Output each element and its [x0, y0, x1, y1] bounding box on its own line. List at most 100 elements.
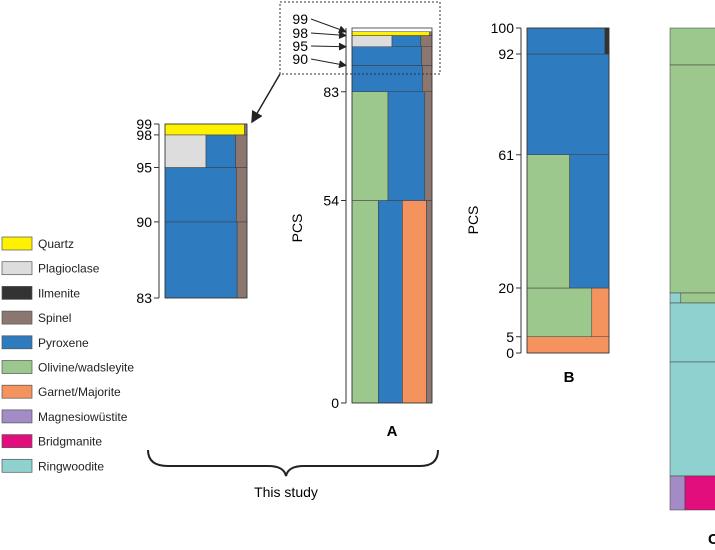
layer-2-olivine-wadsleyite-segment	[526, 154, 570, 289]
legend: Quartz Plagioclase Ilmenite Spinel Pyroxene O…	[1, 236, 134, 473]
tick-label: 92	[498, 46, 514, 62]
legend-swatch-magnesiow-stite	[1, 409, 33, 424]
c-layer-3-ringwoodite-segment	[669, 302, 715, 363]
layer-4-pyroxene-segment	[391, 35, 422, 47]
panel-b-axis-ticks: 05 20 61 92 100	[491, 20, 522, 361]
layer-0-pyroxene-segment	[164, 221, 238, 299]
layer-2-pyroxene-segment	[351, 65, 423, 92]
legend-swatch-ilmenite	[1, 286, 33, 300]
legend-swatch-spinel	[1, 310, 33, 325]
layer-4-pyroxene-segment	[526, 27, 606, 55]
tick-label: 99	[136, 116, 152, 132]
column-frame	[526, 27, 610, 354]
zoom-pointer-arrow	[310, 31, 347, 39]
legend-label-ringwoodite: Ringwoodite	[38, 459, 104, 473]
tick-label: 61	[498, 147, 514, 163]
layer-3-pyroxene-segment	[526, 53, 610, 155]
layer-1-spinel-segment	[424, 91, 433, 201]
legend-label-olivine-wadsleyite: Olivine/wadsleyite	[38, 361, 134, 375]
tick-label: 83	[136, 290, 152, 306]
legend-swatch-garnet-majorite	[1, 384, 33, 399]
panel-c-column	[669, 27, 715, 511]
legend-swatch-plagioclase	[1, 261, 33, 276]
legend-swatch-olivine-wadsleyite	[1, 360, 33, 374]
legend-label-magnesiow-stite: Magnesiowüstite	[38, 410, 128, 424]
c-layer-2-olivine-wadsleyite-segment	[680, 292, 715, 304]
layer-0-olivine-wadsleyite-segment	[351, 200, 379, 404]
legend-label-bridgmanite: Bridgmanite	[38, 435, 102, 449]
layer-1-pyroxene-segment	[387, 91, 426, 201]
zoom-box	[279, 1, 441, 75]
zoom-pointer-arrow	[310, 42, 347, 51]
panel-c-label: C	[708, 531, 715, 548]
c-layer-2-ringwoodite-segment	[669, 292, 682, 304]
legend-swatch-quartz	[1, 236, 33, 251]
layer-0-spinel-segment	[426, 200, 433, 404]
layer-2-pyroxene-segment	[205, 134, 236, 168]
panel-b-y-label: PCS	[465, 206, 481, 235]
panel-a-axis-ticks: 0 54 83	[323, 28, 347, 411]
legend-label-garnet-majorite: Garnet/Majorite	[38, 385, 121, 399]
legend-label-plagioclase: Plagioclase	[38, 262, 100, 276]
layer-4-ilmenite-segment	[604, 27, 610, 55]
layer-2-plagioclase-segment	[164, 134, 207, 168]
tick-label: 98	[136, 127, 152, 143]
panel-a-label: A	[387, 423, 398, 440]
column-frame	[164, 123, 248, 299]
zoom-pointer-arrow	[310, 58, 347, 69]
zoom-pointer-arrow	[310, 18, 347, 34]
legend-label-quartz: Quartz	[38, 237, 74, 251]
layer-1-pyroxene-segment	[164, 167, 237, 223]
layer-3-quartz-segment	[164, 123, 245, 136]
column-frame	[351, 27, 433, 404]
legend-label-ilmenite: Ilmenite	[38, 286, 80, 300]
tick-label: 100	[491, 20, 515, 36]
c-layer-4-ringwoodite-segment	[669, 361, 715, 477]
legend-swatch-pyroxene	[1, 335, 33, 350]
c-layer-5-bridgmanite-segment	[684, 475, 715, 511]
layer-0-spinel-segment	[236, 221, 248, 299]
this-study-label: This study	[254, 484, 318, 500]
zoom-label: 99	[292, 11, 308, 27]
layer-3-spinel-segment	[421, 46, 433, 66]
tick-label: 20	[498, 280, 514, 296]
layer-3-pyroxene-segment	[351, 46, 422, 66]
zoom-label: 90	[292, 51, 308, 67]
tick-label: 0	[331, 395, 339, 411]
tick-label: 90	[136, 214, 152, 230]
c-layer-0-olivine-wadsleyite-segment	[669, 27, 715, 66]
layer-4-plagioclase-segment	[351, 35, 393, 47]
legend-label-spinel: Spinel	[38, 311, 71, 325]
inset-column	[164, 123, 248, 299]
panel-b-label: B	[564, 369, 575, 386]
panel-b-column	[526, 27, 610, 354]
legend-swatch-bridgmanite	[1, 434, 33, 448]
tick-label: 0	[506, 345, 514, 361]
tick-label: 95	[136, 160, 152, 176]
layer-2-pyroxene-segment	[569, 154, 610, 289]
zoom-arrow	[251, 73, 281, 124]
layer-0-pyroxene-segment	[378, 200, 403, 404]
legend-swatch-ringwoodite	[1, 458, 33, 473]
layer-1-spinel-segment	[236, 167, 248, 223]
zoom-label: 98	[292, 25, 308, 41]
panel-a-y-label: PCS	[289, 214, 305, 243]
tick-label: 5	[506, 329, 514, 345]
layer-1-garnet-majorite-segment	[591, 287, 610, 337]
layer-1-olivine-wadsleyite-segment	[351, 91, 389, 201]
layer-0-garnet-majorite-segment	[526, 336, 610, 354]
c-layer-5-magnesiow-stite-segment	[669, 475, 686, 511]
layer-4-spinel-segment	[420, 35, 433, 47]
tick-label: 54	[323, 193, 339, 209]
panel-a-column	[351, 27, 433, 404]
tick-label: 83	[323, 84, 339, 100]
layer-5-quartz-segment	[351, 31, 430, 36]
layer-0-garnet-majorite-segment	[402, 200, 427, 404]
layer-2-spinel-segment	[235, 134, 248, 168]
layer-1-olivine-wadsleyite-segment	[526, 287, 593, 337]
layer-2-spinel-segment	[422, 65, 433, 92]
this-study-brace	[147, 449, 439, 477]
